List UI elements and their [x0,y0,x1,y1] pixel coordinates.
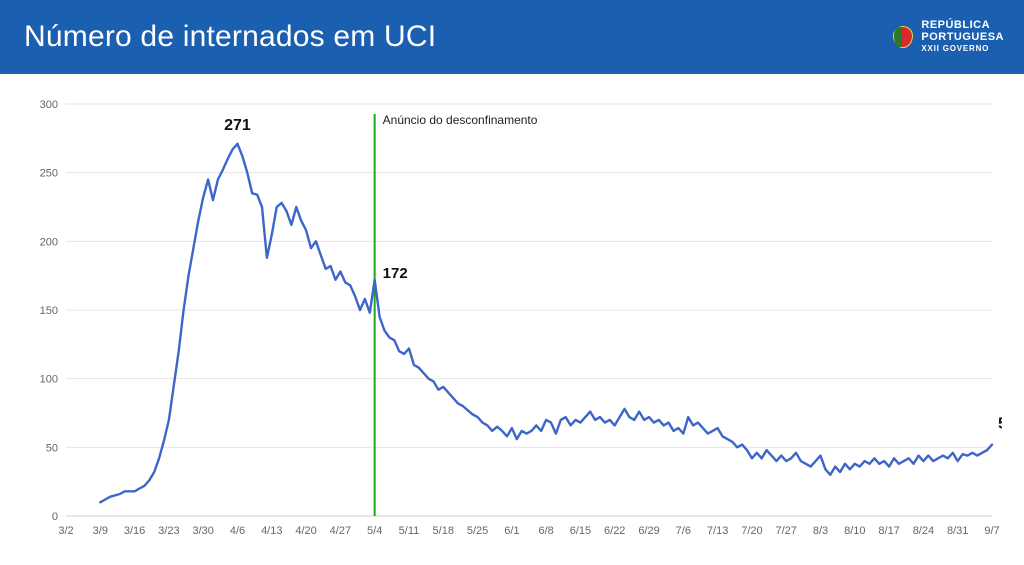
svg-text:8/3: 8/3 [813,525,828,537]
svg-text:8/24: 8/24 [913,525,934,537]
svg-text:6/1: 6/1 [504,525,519,537]
chart-container: 0 50 100 150 200 250 300 3/2 3/9 3/16 3/23 3/30 4/6 4… [0,74,1024,565]
svg-text:3/30: 3/30 [192,525,213,537]
svg-text:4/20: 4/20 [295,525,316,537]
svg-text:300: 300 [40,99,58,111]
svg-text:250: 250 [40,168,58,180]
svg-text:8/17: 8/17 [878,525,899,537]
logo-line-2: PORTUGUESA [921,32,1004,44]
svg-text:150: 150 [40,305,58,317]
svg-text:0: 0 [52,511,58,523]
svg-text:8/31: 8/31 [947,525,968,537]
svg-text:3/16: 3/16 [124,525,145,537]
gov-logo-text: REPÚBLICA PORTUGUESA XXII GOVERNO [921,20,1004,53]
svg-text:52: 52 [998,416,1002,433]
svg-text:6/8: 6/8 [538,525,553,537]
svg-text:5/11: 5/11 [399,525,420,537]
svg-text:Anúncio do desconfinamento: Anúncio do desconfinamento [383,113,538,127]
svg-text:7/6: 7/6 [676,525,691,537]
svg-text:4/6: 4/6 [230,525,245,537]
svg-text:9/7: 9/7 [984,525,999,537]
svg-text:8/10: 8/10 [844,525,865,537]
page-title: Número de internados em UCI [24,20,436,54]
svg-text:4/27: 4/27 [330,525,351,537]
svg-text:5/4: 5/4 [367,525,382,537]
svg-text:172: 172 [383,265,408,282]
uci-line-chart: 0 50 100 150 200 250 300 3/2 3/9 3/16 3/23 3/30 4/6 4… [28,94,1002,549]
svg-text:200: 200 [40,236,58,248]
svg-text:100: 100 [40,374,58,386]
svg-text:7/13: 7/13 [707,525,728,537]
svg-text:50: 50 [46,442,58,454]
svg-text:3/2: 3/2 [58,525,73,537]
svg-text:7/20: 7/20 [741,525,762,537]
header-bar: Número de internados em UCI REPÚBLICA PO… [0,0,1024,74]
svg-text:3/23: 3/23 [158,525,179,537]
svg-text:3/9: 3/9 [93,525,108,537]
svg-text:271: 271 [224,117,251,134]
portugal-emblem-icon [893,26,913,48]
svg-text:7/27: 7/27 [776,525,797,537]
svg-text:5/18: 5/18 [433,525,454,537]
svg-text:5/25: 5/25 [467,525,488,537]
svg-text:6/22: 6/22 [604,525,625,537]
svg-text:6/15: 6/15 [570,525,591,537]
svg-text:4/13: 4/13 [261,525,282,537]
logo-line-3: XXII GOVERNO [921,45,1004,53]
gov-logo: REPÚBLICA PORTUGUESA XXII GOVERNO [893,20,1004,53]
svg-text:6/29: 6/29 [638,525,659,537]
